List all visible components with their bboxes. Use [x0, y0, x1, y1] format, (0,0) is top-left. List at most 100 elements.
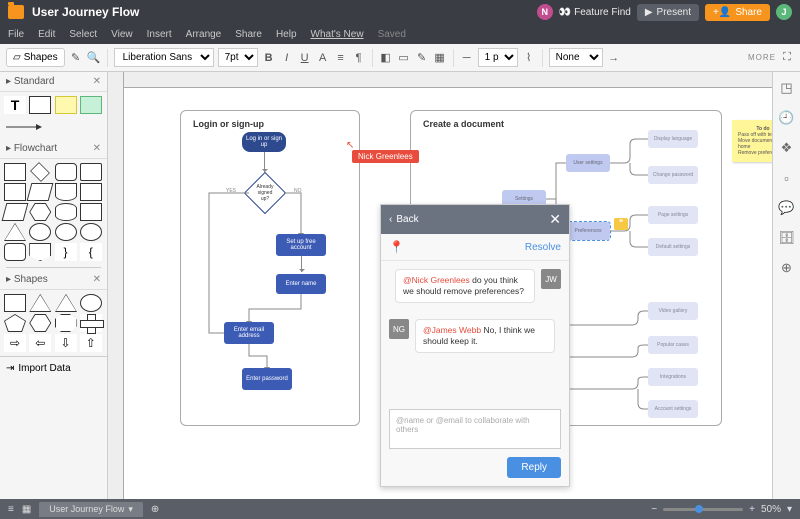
- clock-icon[interactable]: 🕘: [779, 110, 795, 126]
- line-style-button[interactable]: ✎: [415, 51, 429, 65]
- s-arr-u[interactable]: ⇧: [80, 334, 102, 352]
- menu-help[interactable]: Help: [276, 29, 297, 40]
- import-data-button[interactable]: ⇥ Import Data: [0, 356, 107, 380]
- add-page-button[interactable]: ⊕: [151, 504, 159, 515]
- pin-icon[interactable]: 📍: [389, 240, 404, 254]
- node-entername[interactable]: Enter name: [276, 274, 326, 294]
- present-button[interactable]: ▶ Present: [637, 4, 699, 21]
- page-icon[interactable]: ▫: [779, 170, 795, 186]
- close-icon[interactable]: ✕: [93, 143, 101, 154]
- fc-brace[interactable]: }: [55, 243, 77, 261]
- node-videogal[interactable]: Video gallery: [648, 302, 698, 320]
- canvas[interactable]: Login or sign-up Create a document Log i…: [124, 88, 772, 499]
- s-arr-r[interactable]: ⇨: [4, 334, 26, 352]
- text-options-button[interactable]: ¶: [352, 51, 366, 65]
- s-oct[interactable]: [55, 314, 77, 332]
- fc-roundrect[interactable]: [55, 163, 77, 181]
- more-label[interactable]: MORE: [748, 53, 776, 62]
- line-button[interactable]: ─: [460, 51, 474, 65]
- italic-button[interactable]: I: [280, 51, 294, 65]
- fc-term[interactable]: [55, 203, 77, 221]
- shapes-button[interactable]: ▱ Shapes: [6, 48, 65, 67]
- s-pent[interactable]: [4, 314, 26, 332]
- node-integrations[interactable]: Integrations: [648, 368, 698, 386]
- zoom-in-button[interactable]: +: [749, 504, 755, 515]
- node-popular[interactable]: Popular cases: [648, 336, 698, 354]
- line-width-select[interactable]: 1 px: [478, 48, 518, 67]
- underline-button[interactable]: U: [298, 51, 312, 65]
- fc-doc[interactable]: [55, 183, 77, 201]
- node-usersettings[interactable]: User settings: [566, 154, 610, 172]
- s-rect[interactable]: [4, 294, 26, 312]
- zoom-level[interactable]: 50%: [761, 504, 781, 515]
- fc-brace2[interactable]: {: [80, 243, 102, 261]
- zoom-slider[interactable]: [663, 508, 743, 511]
- fc-circle[interactable]: [29, 223, 51, 241]
- menu-insert[interactable]: Insert: [147, 29, 172, 40]
- node-preferences[interactable]: Preferences: [566, 222, 610, 240]
- back-button[interactable]: ‹Back: [389, 214, 419, 225]
- list-view-icon[interactable]: ≡: [8, 504, 14, 515]
- s-hex[interactable]: [29, 314, 51, 332]
- fc-hex[interactable]: [29, 203, 51, 221]
- resolve-button[interactable]: Resolve: [525, 242, 561, 253]
- s-arr-d[interactable]: ⇩: [55, 334, 77, 352]
- fc-rect2[interactable]: [4, 183, 26, 201]
- menu-whatsnew[interactable]: What's New: [311, 29, 364, 40]
- rectangle-shape[interactable]: [29, 96, 51, 114]
- border-color-button[interactable]: ▭: [397, 51, 411, 65]
- layers-icon[interactable]: ❖: [779, 140, 795, 156]
- node-password[interactable]: Enter password: [242, 368, 292, 390]
- s-ellipse[interactable]: [80, 294, 102, 312]
- reply-button[interactable]: Reply: [507, 457, 561, 478]
- feature-find-button[interactable]: 👀 Feature Find: [559, 7, 631, 18]
- comment-marker-icon[interactable]: ❝: [614, 218, 628, 230]
- shape-options-button[interactable]: ▦: [433, 51, 447, 65]
- fc-diamond[interactable]: [30, 162, 50, 182]
- fc-para[interactable]: [27, 183, 54, 201]
- green-shape[interactable]: [80, 96, 102, 114]
- text-color-button[interactable]: A: [316, 51, 330, 65]
- fc-tri[interactable]: [4, 223, 26, 241]
- node-pageset[interactable]: Page settings: [648, 206, 698, 224]
- chevron-down-icon[interactable]: ▾: [787, 504, 792, 515]
- s-tri[interactable]: [29, 294, 51, 312]
- nav-icon[interactable]: ◳: [779, 80, 795, 96]
- shapes-section-header[interactable]: ▸ Shapes✕: [0, 270, 107, 290]
- collaborator-avatar-n[interactable]: N: [537, 4, 553, 20]
- fc-rect[interactable]: [4, 163, 26, 181]
- s-cross[interactable]: [80, 314, 102, 332]
- fill-color-button[interactable]: ◧: [379, 51, 393, 65]
- menu-select[interactable]: Select: [69, 29, 97, 40]
- font-size-select[interactable]: 7pt: [218, 48, 258, 67]
- node-defaultset[interactable]: Default settings: [648, 238, 698, 256]
- menu-file[interactable]: File: [8, 29, 24, 40]
- canvas-area[interactable]: Login or sign-up Create a document Log i…: [108, 72, 772, 499]
- node-accountset[interactable]: Account settings: [648, 400, 698, 418]
- s-tri2[interactable]: [55, 294, 77, 312]
- arrow-end-button[interactable]: →: [607, 51, 621, 65]
- folder-icon[interactable]: [8, 5, 24, 19]
- share-button[interactable]: +👤 Share: [705, 4, 770, 21]
- comment-input[interactable]: @name or @email to collaborate with othe…: [389, 409, 561, 449]
- zoom-out-button[interactable]: −: [651, 504, 657, 515]
- fc-or[interactable]: [80, 223, 102, 241]
- sticky-shape[interactable]: [55, 96, 77, 114]
- standard-section-header[interactable]: ▸ Standard✕: [0, 72, 107, 92]
- user-avatar-j[interactable]: J: [776, 4, 792, 20]
- arrow-start-select[interactable]: None: [549, 48, 603, 67]
- menu-share[interactable]: Share: [235, 29, 262, 40]
- fc-rect3[interactable]: [80, 203, 102, 221]
- node-email[interactable]: Enter email address: [224, 322, 274, 344]
- fc-para2[interactable]: [2, 203, 29, 221]
- bold-button[interactable]: B: [262, 51, 276, 65]
- font-family-select[interactable]: Liberation Sans: [114, 48, 214, 67]
- search-icon[interactable]: 🔍: [87, 51, 101, 65]
- node-setup[interactable]: Set up free account: [276, 234, 326, 256]
- fc-multi[interactable]: [80, 183, 102, 201]
- s-arr-l[interactable]: ⇦: [29, 334, 51, 352]
- fc-disp[interactable]: [4, 243, 26, 261]
- comments-icon[interactable]: 💬: [779, 200, 795, 216]
- close-icon[interactable]: ✕: [93, 274, 101, 285]
- menu-view[interactable]: View: [111, 29, 133, 40]
